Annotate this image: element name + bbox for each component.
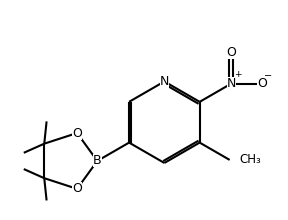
Text: O: O	[72, 182, 82, 195]
Text: N: N	[160, 75, 169, 88]
Text: O: O	[72, 126, 82, 139]
Text: B: B	[93, 154, 102, 167]
Text: O: O	[257, 77, 267, 90]
Text: N: N	[227, 77, 236, 90]
Text: +: +	[234, 70, 241, 79]
Text: CH₃: CH₃	[240, 153, 262, 166]
Text: −: −	[264, 71, 272, 81]
Text: O: O	[226, 46, 236, 59]
